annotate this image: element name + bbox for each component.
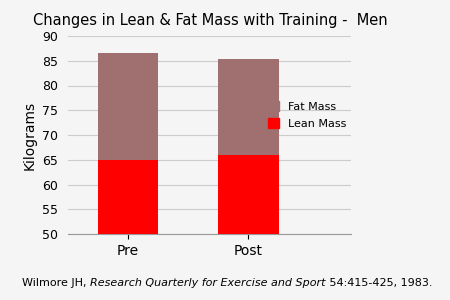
Text: Changes in Lean & Fat Mass with Training -  Men: Changes in Lean & Fat Mass with Training…	[33, 13, 388, 28]
Bar	[218, 155, 279, 234]
Bar	[218, 59, 279, 155]
Legend: Fat Mass, Lean Mass: Fat Mass, Lean Mass	[264, 97, 351, 133]
Bar	[98, 160, 158, 234]
Text: Wilmore JH,: Wilmore JH,	[22, 278, 90, 288]
Text: 54:415-425, 1983.: 54:415-425, 1983.	[326, 278, 432, 288]
Y-axis label: Kilograms: Kilograms	[22, 100, 36, 169]
Bar	[98, 53, 158, 160]
Text: Research Quarterly for Exercise and Sport: Research Quarterly for Exercise and Spor…	[90, 278, 326, 288]
